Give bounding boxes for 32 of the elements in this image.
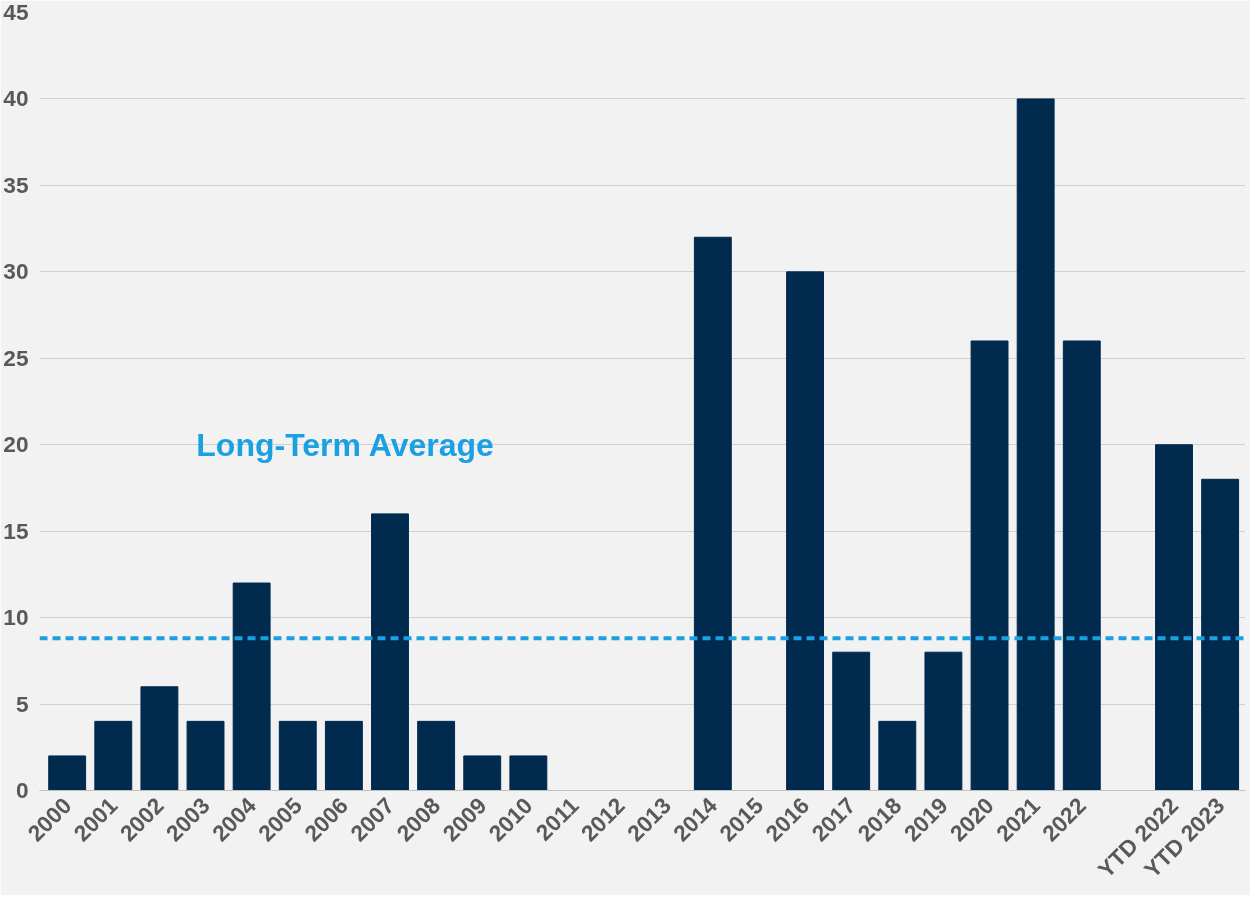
y-tick-label: 5 [15, 690, 29, 717]
y-tick-label: 30 [3, 258, 29, 285]
y-tick-label: 25 [3, 344, 29, 371]
y-tick-label: 15 [3, 517, 29, 544]
bar [324, 720, 363, 791]
bar [786, 271, 825, 791]
bar [1016, 98, 1055, 791]
bar [140, 686, 179, 791]
y-tick-label: 40 [3, 85, 29, 112]
y-tick-label: 0 [15, 777, 29, 803]
bar [463, 755, 502, 791]
bar [1201, 478, 1240, 791]
y-tick-label: 10 [3, 604, 29, 631]
bar [48, 755, 87, 791]
bar [924, 651, 963, 791]
bar [232, 582, 271, 791]
y-tick-label: 35 [3, 171, 29, 198]
bar [878, 720, 917, 791]
bar [970, 340, 1009, 791]
bar [832, 651, 871, 791]
bar [1155, 444, 1193, 791]
bar [417, 720, 456, 791]
y-tick-label: 45 [3, 0, 29, 25]
bar [371, 513, 409, 791]
ref-line-label: Long-Term Average [196, 427, 494, 464]
bar [1062, 340, 1101, 791]
bar [278, 720, 317, 791]
bar [693, 236, 732, 791]
bar [186, 720, 225, 791]
bar [509, 755, 548, 791]
bar [94, 720, 133, 791]
y-tick-label: 20 [3, 431, 29, 458]
